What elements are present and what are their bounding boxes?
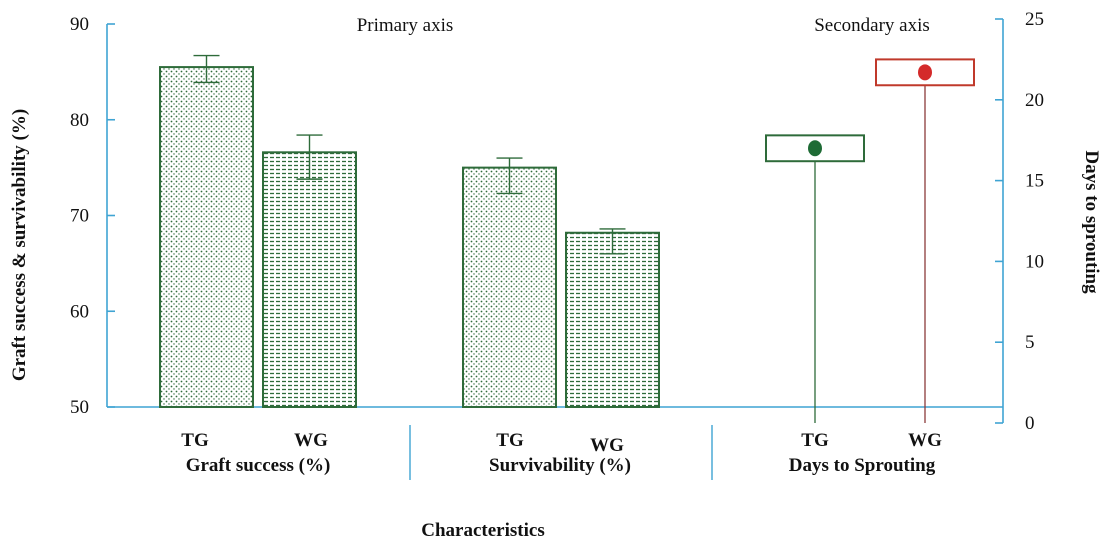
- category-label: TG: [496, 430, 524, 451]
- y-tick-label-left: 80: [70, 110, 89, 131]
- data-point: [918, 64, 932, 81]
- y-tick-label-right: 20: [1025, 90, 1044, 111]
- x-axis-title: Characteristics: [421, 520, 544, 541]
- group-label: Days to Sprouting: [789, 455, 936, 476]
- marks-layer: [159, 54, 975, 423]
- y-tick-label-right: 10: [1025, 251, 1044, 272]
- y-tick-label-right: 15: [1025, 171, 1044, 192]
- category-label: TG: [181, 430, 209, 451]
- bar-0-1: [262, 151, 357, 408]
- bar-1-1: [565, 231, 660, 408]
- y-tick-label-left: 90: [70, 14, 89, 35]
- category-label: WG: [294, 430, 328, 451]
- secondary-axis-label: Secondary axis: [814, 15, 930, 36]
- category-label: TG: [801, 430, 829, 451]
- primary-axis-label: Primary axis: [357, 15, 454, 36]
- y-tick-label-right: 0: [1025, 413, 1035, 434]
- y-axis-title-left: Graft success & survivability (%): [9, 109, 30, 381]
- y-tick-label-right: 25: [1025, 9, 1044, 30]
- y-tick-label-right: 5: [1025, 332, 1035, 353]
- text-layer: Primary axis Secondary axis Characterist…: [9, 9, 1102, 541]
- group-label: Survivability (%): [489, 455, 631, 476]
- y-axis-title-right: Days to sprouting: [1081, 150, 1102, 294]
- bar-1-0: [462, 166, 557, 408]
- data-point: [808, 140, 822, 157]
- group-label: Graft success (%): [186, 455, 331, 476]
- bar-0-0: [159, 66, 254, 409]
- category-label: WG: [590, 435, 624, 456]
- y-tick-label-left: 50: [70, 397, 89, 418]
- y-tick-label-left: 70: [70, 206, 89, 227]
- y-tick-label-left: 60: [70, 301, 89, 322]
- category-label: WG: [908, 430, 942, 451]
